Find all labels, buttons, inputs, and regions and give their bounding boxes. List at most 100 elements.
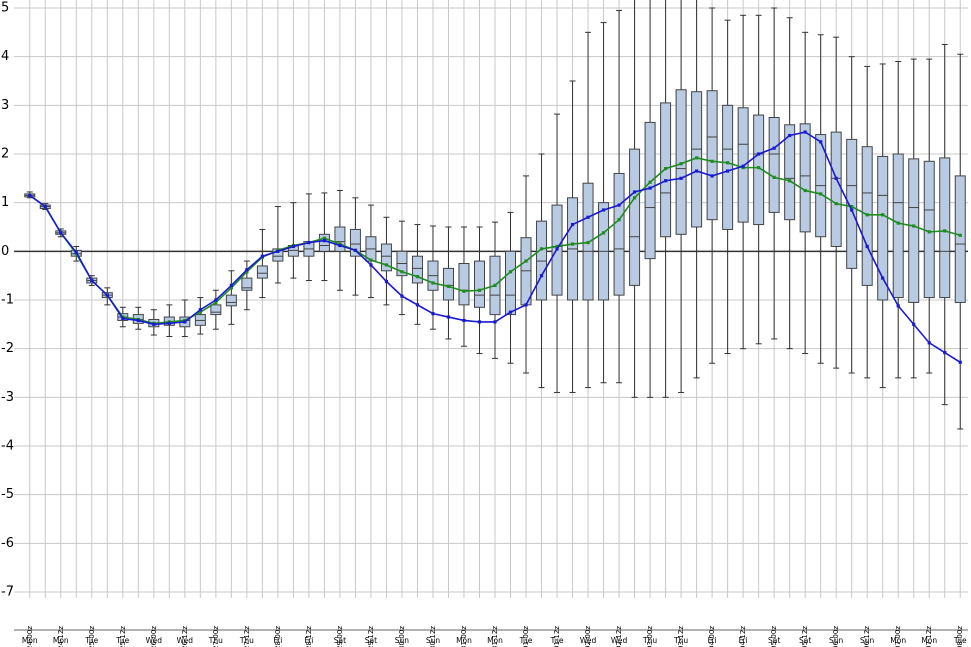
point xyxy=(679,176,683,180)
point xyxy=(493,283,497,287)
box xyxy=(799,123,811,233)
x-tick-label: 24-12z xyxy=(57,626,65,647)
box xyxy=(629,148,641,286)
point xyxy=(819,140,823,144)
point xyxy=(431,312,435,316)
point xyxy=(260,254,264,258)
point xyxy=(648,186,652,190)
point xyxy=(384,279,389,284)
point xyxy=(803,130,807,134)
point xyxy=(183,320,187,324)
x-tick-label: 31-12z xyxy=(491,626,499,647)
day-label: Mon xyxy=(53,636,69,645)
day-label: Tue xyxy=(953,636,967,645)
point xyxy=(90,278,94,283)
point xyxy=(617,218,621,222)
point xyxy=(663,167,668,171)
point xyxy=(493,320,497,324)
point xyxy=(508,310,513,314)
point xyxy=(632,190,637,194)
box xyxy=(892,153,904,299)
point xyxy=(943,229,947,233)
box xyxy=(753,114,765,226)
point xyxy=(617,203,621,207)
y-tick-label: -7 xyxy=(1,585,14,600)
point xyxy=(400,270,404,274)
box xyxy=(644,121,656,260)
day-label: Wed xyxy=(580,636,597,645)
point xyxy=(524,259,528,263)
point xyxy=(28,193,32,197)
y-tick-label: 2 xyxy=(1,147,9,162)
box xyxy=(954,175,966,303)
point xyxy=(415,275,420,279)
x-tick-label: 02-00z xyxy=(584,626,592,647)
point xyxy=(121,316,125,321)
day-label: Fri xyxy=(273,636,282,645)
point xyxy=(757,152,761,156)
point xyxy=(772,146,776,150)
day-label: Mon xyxy=(921,636,937,645)
point xyxy=(710,159,714,163)
x-tick-label: 08-00z xyxy=(956,626,964,647)
x-tick-label: 04-00z xyxy=(708,626,716,647)
x-tick-label: 30-12z xyxy=(429,626,437,647)
day-label: Sun xyxy=(860,636,875,645)
point xyxy=(245,268,249,272)
day-label: Fri xyxy=(739,636,748,645)
box xyxy=(505,250,517,316)
x-tick-label: 31-00z xyxy=(460,626,468,647)
day-label: Sun xyxy=(395,636,410,645)
day-label: Tue xyxy=(519,636,533,645)
point xyxy=(834,176,838,180)
day-label: Wed xyxy=(611,636,628,645)
point xyxy=(881,213,885,217)
box xyxy=(784,124,796,221)
x-tick-label: 05-00z xyxy=(770,626,778,647)
x-tick-label: 26-00z xyxy=(150,626,158,647)
box xyxy=(256,265,268,279)
point xyxy=(167,321,171,325)
point xyxy=(896,304,900,308)
point xyxy=(539,274,544,278)
x-tick-label: 25-00z xyxy=(88,626,96,647)
point xyxy=(788,179,792,183)
point xyxy=(539,247,544,251)
point xyxy=(555,247,559,251)
point xyxy=(152,322,156,326)
point xyxy=(927,230,931,234)
point xyxy=(586,240,590,245)
day-label: Wed xyxy=(146,636,163,645)
point xyxy=(695,169,699,173)
day-label: Thu xyxy=(239,636,254,645)
day-label: Sun xyxy=(829,636,844,645)
point xyxy=(555,244,559,249)
point xyxy=(276,249,280,253)
point xyxy=(291,244,295,249)
x-tick-label: 30-00z xyxy=(398,626,406,647)
point xyxy=(229,283,233,287)
point xyxy=(570,242,575,246)
day-label: Tue xyxy=(84,636,98,645)
point xyxy=(803,188,807,193)
point xyxy=(105,293,109,297)
x-tick-label: 27-12z xyxy=(243,626,251,647)
point xyxy=(384,263,389,267)
point xyxy=(198,310,202,314)
point xyxy=(757,166,761,170)
box xyxy=(210,304,222,316)
x-tick-label: 01-00z xyxy=(522,626,530,647)
x-tick-label: 02-12z xyxy=(615,626,623,647)
point xyxy=(43,204,47,209)
point xyxy=(446,284,451,288)
day-label: Mon xyxy=(456,636,472,645)
point xyxy=(477,320,482,324)
point xyxy=(881,276,885,280)
day-label: Fri xyxy=(708,636,717,645)
x-tick-label: 28-00z xyxy=(274,626,282,647)
x-tick-label: 26-12z xyxy=(181,626,189,647)
y-tick-label: -1 xyxy=(1,293,14,308)
point xyxy=(601,208,606,212)
box xyxy=(458,263,470,306)
box xyxy=(877,155,889,301)
